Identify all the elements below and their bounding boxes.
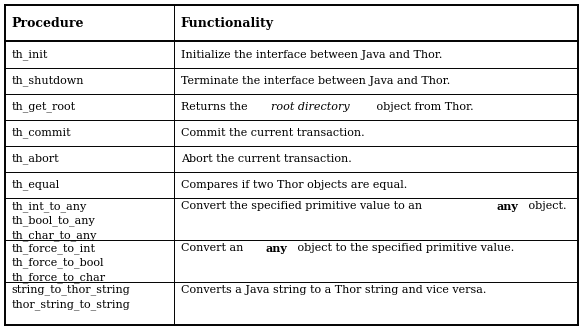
Text: thor_string_to_string: thor_string_to_string <box>12 299 131 310</box>
Text: th_char_to_any: th_char_to_any <box>12 230 97 241</box>
Text: Abort the current transaction.: Abort the current transaction. <box>181 154 352 164</box>
Text: Terminate the interface between Java and Thor.: Terminate the interface between Java and… <box>181 76 450 85</box>
Text: Returns the: Returns the <box>181 102 251 112</box>
Text: Convert an: Convert an <box>181 243 247 253</box>
Text: th_int_to_any: th_int_to_any <box>12 201 87 212</box>
Text: th_shutdown: th_shutdown <box>12 75 84 86</box>
Text: Compares if two Thor objects are equal.: Compares if two Thor objects are equal. <box>181 180 407 190</box>
Text: th_init: th_init <box>12 49 48 60</box>
Text: Procedure: Procedure <box>12 17 84 30</box>
Text: object from Thor.: object from Thor. <box>373 102 473 112</box>
Text: Initialize the interface between Java and Thor.: Initialize the interface between Java an… <box>181 50 442 59</box>
Text: th_force_to_int: th_force_to_int <box>12 243 96 254</box>
Text: th_equal: th_equal <box>12 180 60 190</box>
Text: root directory: root directory <box>271 102 350 112</box>
Text: any: any <box>266 243 288 254</box>
Text: any: any <box>497 201 518 212</box>
Text: Converts a Java string to a Thor string and vice versa.: Converts a Java string to a Thor string … <box>181 285 486 295</box>
Text: th_commit: th_commit <box>12 127 71 138</box>
Text: Commit the current transaction.: Commit the current transaction. <box>181 128 364 138</box>
Text: object to the specified primitive value.: object to the specified primitive value. <box>294 243 514 253</box>
Text: th_bool_to_any: th_bool_to_any <box>12 216 96 226</box>
Text: th_force_to_char: th_force_to_char <box>12 272 106 282</box>
Text: Functionality: Functionality <box>181 17 274 30</box>
Text: th_get_root: th_get_root <box>12 101 76 112</box>
Text: Convert the specified primitive value to an: Convert the specified primitive value to… <box>181 201 426 211</box>
Text: object.: object. <box>525 201 566 211</box>
Text: th_abort: th_abort <box>12 153 59 164</box>
Text: string_to_thor_string: string_to_thor_string <box>12 285 131 295</box>
Text: th_force_to_bool: th_force_to_bool <box>12 257 104 268</box>
